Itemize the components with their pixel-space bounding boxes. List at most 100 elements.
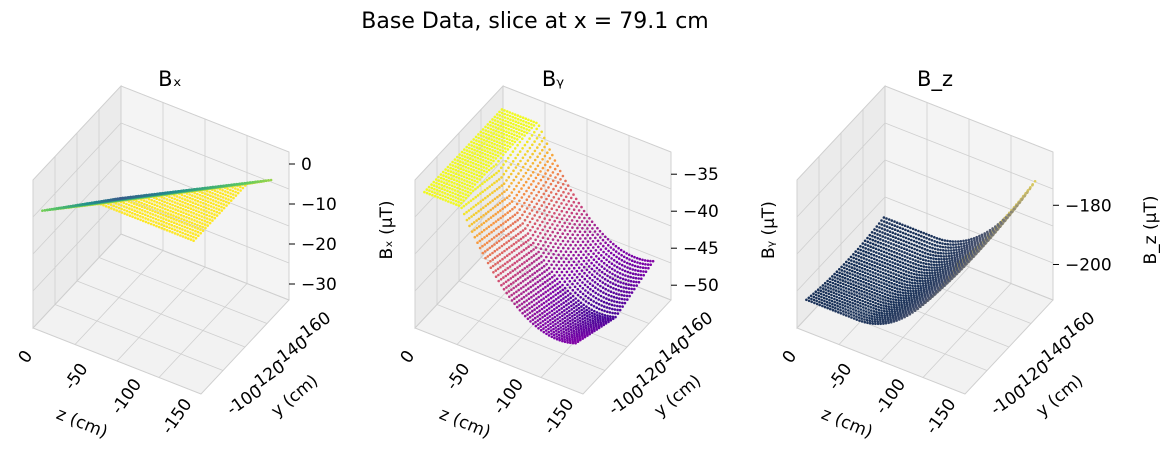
data-point (480, 168, 483, 172)
data-point (580, 263, 583, 266)
data-point (461, 164, 465, 168)
data-point (884, 304, 888, 308)
data-point (443, 188, 447, 192)
data-point (555, 310, 559, 313)
data-point (510, 251, 514, 254)
data-point (566, 233, 569, 236)
data-point (879, 303, 883, 307)
data-point (591, 279, 594, 282)
data-point (159, 216, 163, 219)
data-point (582, 325, 585, 329)
data-point (463, 148, 466, 151)
data-point (264, 179, 268, 182)
data-point (187, 217, 191, 220)
data-point (427, 185, 431, 189)
data-point (598, 314, 602, 318)
data-point (851, 273, 854, 276)
data-point (425, 188, 429, 191)
data-point (583, 310, 586, 313)
data-point (227, 201, 231, 205)
data-point (609, 251, 613, 255)
data-point (460, 174, 463, 178)
data-point (595, 306, 598, 310)
data-point (462, 199, 465, 202)
data-point (565, 277, 569, 280)
data-point (854, 302, 857, 306)
data-point (509, 125, 513, 128)
data-point (566, 294, 570, 297)
data-point (555, 306, 558, 309)
data-point (505, 133, 509, 137)
data-point (206, 224, 209, 227)
data-point (189, 238, 193, 241)
data-point (606, 316, 610, 320)
data-point (570, 263, 573, 267)
data-point (567, 302, 570, 305)
data-point (156, 215, 160, 218)
data-point (485, 139, 489, 143)
data-point (525, 189, 528, 193)
data-point (591, 317, 594, 320)
data-point (577, 209, 581, 212)
grid-line (76, 280, 246, 348)
data-point (633, 255, 636, 259)
data-point (222, 199, 225, 203)
data-point (627, 253, 631, 257)
data-point (570, 276, 574, 280)
data-point (571, 288, 575, 292)
data-point (511, 150, 515, 153)
data-point (912, 294, 916, 297)
data-point (521, 147, 524, 150)
data-point (490, 223, 493, 227)
data-point (896, 287, 899, 290)
data-point (580, 213, 584, 216)
data-point (543, 318, 547, 322)
data-point (476, 186, 480, 189)
data-point (563, 221, 566, 225)
data-point (472, 205, 475, 209)
data-point (561, 174, 565, 178)
data-point (219, 191, 222, 195)
data-point (496, 203, 500, 207)
data-point (196, 192, 199, 196)
data-point (596, 226, 599, 230)
grid-line (120, 233, 290, 301)
data-point (533, 205, 536, 209)
data-point (501, 142, 504, 146)
data-point (512, 122, 515, 126)
data-point (583, 277, 587, 281)
data-point (560, 217, 564, 221)
y-tick-label: -160 (292, 308, 335, 347)
data-point (538, 279, 542, 282)
data-point (479, 200, 483, 203)
data-point (601, 317, 605, 321)
data-point (183, 198, 187, 201)
data-point (473, 145, 476, 148)
data-point (597, 257, 601, 261)
data-point (576, 315, 579, 318)
data-point (877, 283, 881, 287)
data-point (848, 272, 852, 275)
data-point (623, 298, 626, 301)
data-point (860, 289, 863, 293)
data-point (856, 297, 859, 301)
data-point (909, 292, 913, 295)
data-point (858, 292, 861, 295)
data-point (483, 188, 487, 192)
data-point (217, 208, 221, 211)
data-point (202, 205, 205, 209)
data-point (543, 225, 547, 228)
data-point (161, 213, 165, 217)
data-point (104, 205, 108, 208)
data-point (548, 157, 552, 160)
z-tick-label: −20 (301, 235, 337, 255)
data-point (824, 291, 828, 295)
data-point (544, 329, 548, 332)
data-point (483, 142, 486, 145)
data-point (882, 309, 886, 313)
data-point (245, 181, 249, 185)
data-point (847, 284, 850, 288)
data-point (518, 135, 521, 139)
data-point (184, 189, 188, 192)
data-point (604, 292, 608, 296)
